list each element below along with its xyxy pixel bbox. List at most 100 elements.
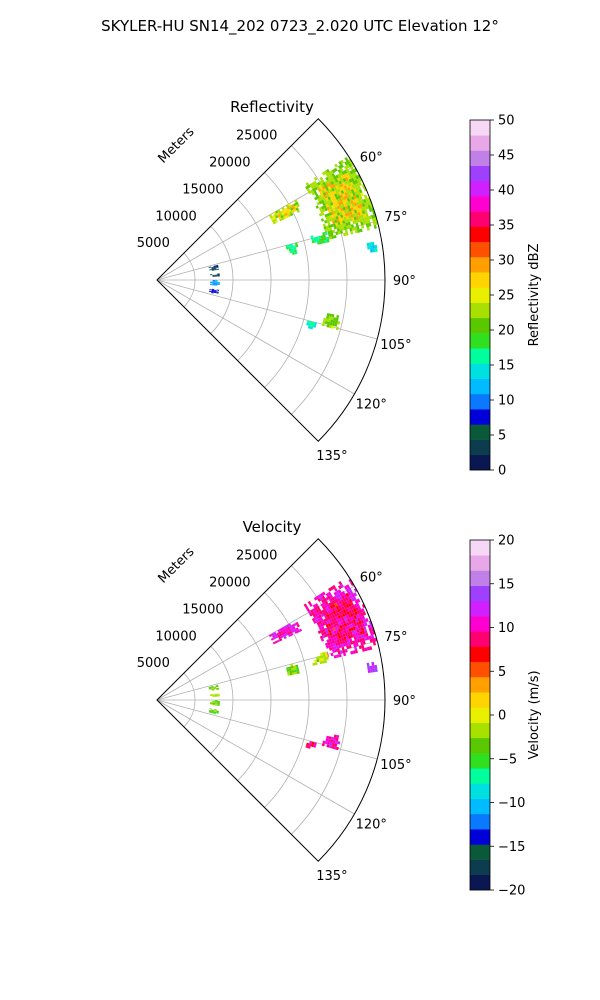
colorbar-tick-label: 20 xyxy=(498,324,515,339)
echo-gate xyxy=(354,191,359,196)
echo-gate xyxy=(358,645,362,650)
echo-gate xyxy=(325,197,329,202)
colorbar-segment xyxy=(470,874,490,891)
echo-gate xyxy=(370,214,375,219)
echo-gate xyxy=(351,184,356,189)
colorbar-segment xyxy=(470,409,490,425)
echo-gate xyxy=(312,184,317,189)
echo-gate xyxy=(217,694,220,696)
echo-gate xyxy=(216,291,219,293)
echo-gate xyxy=(309,320,313,325)
echo-gate xyxy=(321,599,325,604)
echo-gate xyxy=(348,644,352,649)
echo-gate xyxy=(336,192,340,197)
echo-gate xyxy=(325,176,329,181)
echo-gate xyxy=(350,634,354,638)
echo-gate xyxy=(316,605,320,610)
echo-gate xyxy=(216,292,219,294)
echo-gate xyxy=(309,740,313,745)
echo-gate xyxy=(296,624,300,628)
echo-gate xyxy=(331,314,335,318)
echo-gate xyxy=(212,702,215,704)
echo-gate xyxy=(321,743,325,747)
echo-gate xyxy=(315,236,319,240)
echo-gate xyxy=(343,629,347,634)
echo-gate xyxy=(329,641,333,645)
echo-gate xyxy=(330,198,335,202)
echo-gate xyxy=(273,211,277,215)
echo-gate xyxy=(358,635,362,639)
colorbar-segment xyxy=(470,211,490,227)
echo-gate xyxy=(308,743,312,747)
echo-gate xyxy=(282,208,286,213)
colorbar-tick-label: 50 xyxy=(498,114,515,129)
echo-gate xyxy=(311,741,315,745)
echo-gate xyxy=(321,625,325,630)
colorbar-tick-label: 25 xyxy=(498,289,515,304)
echo-gate xyxy=(277,634,281,638)
echo-gate xyxy=(361,637,365,642)
echo-gate xyxy=(328,218,332,222)
echo-gate xyxy=(365,617,369,623)
echo-gate xyxy=(334,633,338,637)
echo-gate xyxy=(367,219,371,224)
echo-gate xyxy=(333,210,337,214)
echo-gate xyxy=(324,194,328,199)
echo-gate xyxy=(354,611,359,616)
colorbar-segment xyxy=(470,570,490,586)
echo-gate xyxy=(323,204,327,209)
echo-gate xyxy=(331,173,336,178)
echo-gate xyxy=(337,604,342,609)
echo-gate xyxy=(211,687,214,690)
sector-frame xyxy=(156,118,386,442)
echo-gate xyxy=(336,205,341,210)
echo-gate xyxy=(340,627,344,632)
echo-gate xyxy=(339,624,343,629)
echo-gate xyxy=(349,617,353,622)
echo-gate xyxy=(319,176,324,181)
echo-gate xyxy=(311,237,315,241)
echo-gate xyxy=(323,598,327,602)
echo-gate xyxy=(354,632,359,637)
echo-gate xyxy=(325,187,330,192)
echo-gate xyxy=(343,232,347,237)
echo-gate xyxy=(293,245,296,248)
echo-gate xyxy=(212,283,215,285)
echo-gate xyxy=(335,654,340,658)
echo-gate xyxy=(292,252,295,255)
echo-gate xyxy=(318,213,323,217)
echo-gate xyxy=(338,580,343,586)
echo-gate xyxy=(334,219,338,224)
echo-gate xyxy=(311,617,316,622)
echo-gate xyxy=(211,266,214,269)
echo-gate xyxy=(317,241,321,245)
echo-gate xyxy=(342,223,347,227)
echo-gate xyxy=(283,625,287,629)
echo-gate xyxy=(212,281,216,283)
colorbar-segment xyxy=(470,555,490,571)
echo-gate xyxy=(309,603,313,607)
echo-gate xyxy=(208,687,212,689)
echo-gate xyxy=(214,701,218,703)
echo-gate xyxy=(331,187,335,192)
echo-gate xyxy=(342,626,346,631)
echo-gate xyxy=(346,164,350,169)
colorbar-tick-label: −5 xyxy=(498,752,517,767)
echo-gate xyxy=(332,207,336,212)
echo-gate xyxy=(346,611,351,616)
echo-gate xyxy=(358,189,363,194)
echo-gate xyxy=(295,201,299,206)
echo-gate xyxy=(314,186,318,191)
echo-gate xyxy=(210,685,214,688)
echo-gate xyxy=(337,195,342,200)
echo-gate xyxy=(354,198,359,203)
echo-gate xyxy=(343,652,347,657)
echo-gate xyxy=(328,644,332,649)
echo-gate xyxy=(362,618,367,623)
echo-gate xyxy=(322,622,326,626)
echo-gate xyxy=(356,178,361,183)
echo-gate xyxy=(328,638,332,642)
echo-gate xyxy=(320,235,324,239)
echo-gate xyxy=(286,206,291,210)
echo-gate xyxy=(321,237,325,242)
